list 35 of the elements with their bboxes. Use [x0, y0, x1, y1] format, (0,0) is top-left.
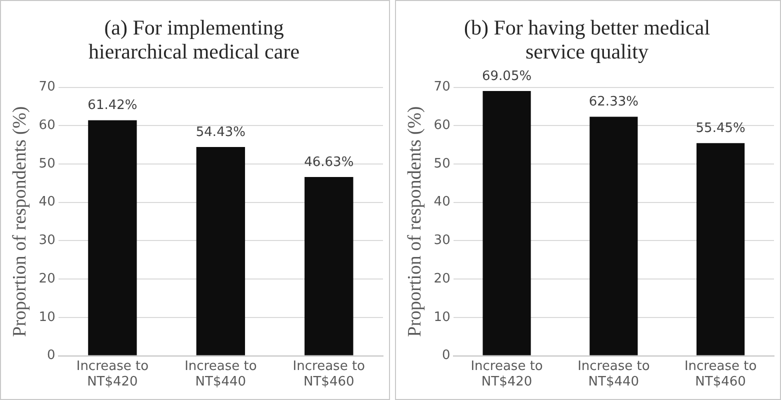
y-tick-label: 60 [434, 118, 450, 134]
x-tick-label: Increase to NT$440 [184, 358, 257, 390]
data-label: 61.42% [88, 98, 138, 114]
bar [304, 176, 354, 356]
y-tick-label: 0 [47, 348, 56, 364]
bar [196, 147, 246, 356]
y-tick-label: 60 [38, 118, 56, 134]
y-tick-label: 10 [434, 310, 450, 325]
chart-title: (a) For implementing hierarchical medical care [88, 16, 300, 64]
y-tick-label: 40 [434, 194, 450, 210]
y-tick-label: 0 [442, 348, 450, 364]
y-tick-label: 70 [38, 80, 56, 95]
y-tick-label: 20 [38, 271, 56, 286]
y-tick-label: 30 [434, 233, 450, 248]
x-tick-label: Increase to NT$460 [292, 358, 366, 390]
data-label: 62.33% [588, 94, 638, 110]
y-tick-label: 10 [38, 310, 56, 325]
y-tick-label: 50 [38, 156, 56, 172]
chart-title: (b) For having better medical service quality [464, 16, 710, 64]
x-tick-label: Increase to NT$420 [470, 358, 543, 390]
y-tick-label: 50 [434, 156, 450, 172]
y-tick-label: 40 [38, 194, 56, 210]
bar [88, 120, 137, 356]
data-label: 54.43% [196, 124, 246, 140]
y-tick-label: 70 [434, 80, 450, 95]
y-tick-label: 30 [38, 233, 56, 248]
data-label: 46.63% [304, 154, 354, 170]
x-tick-label: Increase to NT$440 [578, 358, 650, 390]
y-axis-title: Proportion of respondents (%) [9, 106, 30, 337]
x-tick-label: Increase to NT$460 [684, 358, 757, 390]
y-tick-label: 20 [434, 271, 450, 286]
y-axis-title: Proportion of respondents (%) [404, 106, 426, 337]
x-tick-label: Increase to NT$420 [76, 358, 149, 390]
data-label: 55.45% [696, 120, 746, 136]
data-label: 69.05% [482, 68, 532, 84]
